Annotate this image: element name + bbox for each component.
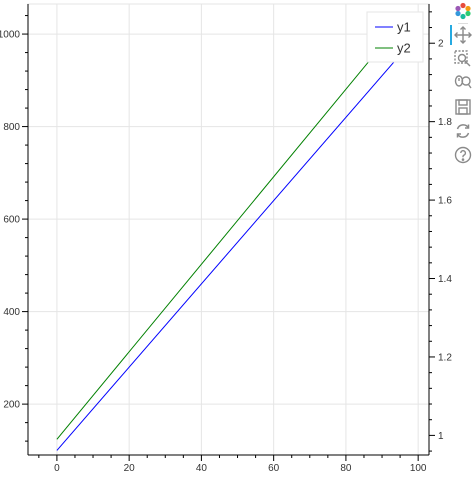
pan-icon[interactable]	[454, 26, 472, 44]
axes: 0 20 40 60 80 100 200 400 600 800 1000 1 1.2 1.4 1.6 1.…	[0, 4, 452, 474]
x-tick-label: 80	[340, 463, 352, 474]
y-left-tick-label: 600	[3, 215, 20, 226]
wheel-zoom-icon[interactable]	[454, 74, 472, 92]
x-tick-label: 60	[268, 463, 280, 474]
y-left-tick-label: 400	[3, 307, 20, 318]
plot-frame	[27, 3, 430, 456]
y-left-tick-label: 1000	[0, 30, 20, 41]
series-lines[interactable]	[56, 23, 401, 451]
series-line-y1[interactable]	[56, 54, 401, 451]
x-tick-label: 40	[196, 463, 208, 474]
y-right-tick-label: 1.8	[438, 117, 452, 128]
active-tool-indicator	[450, 25, 452, 45]
toolbar	[450, 0, 474, 200]
bokeh-logo-icon	[454, 2, 472, 20]
y-right-tick-label: 1.2	[438, 352, 452, 363]
reset-icon[interactable]	[454, 122, 472, 140]
help-icon[interactable]	[454, 146, 472, 164]
y-left-tick-label: 800	[3, 122, 20, 133]
legend-label-y1[interactable]: y1	[397, 20, 411, 35]
series-line-y2[interactable]	[56, 23, 401, 440]
legend-label-y2[interactable]: y2	[397, 41, 411, 56]
box-zoom-icon[interactable]	[454, 50, 472, 68]
toolbar-separator	[458, 23, 468, 24]
save-icon[interactable]	[454, 98, 472, 116]
x-tick-label: 100	[410, 463, 427, 474]
x-tick-label: 20	[124, 463, 136, 474]
legend-box	[366, 11, 424, 63]
x-tick-label: 0	[54, 463, 60, 474]
y-right-tick-label: 1.4	[438, 274, 452, 285]
y-right-tick-label: 1	[438, 431, 444, 442]
grid	[28, 4, 429, 455]
y-left-tick-label: 200	[3, 400, 20, 411]
y-right-tick-label: 1.6	[438, 196, 452, 207]
y-right-tick-label: 2	[438, 39, 444, 50]
